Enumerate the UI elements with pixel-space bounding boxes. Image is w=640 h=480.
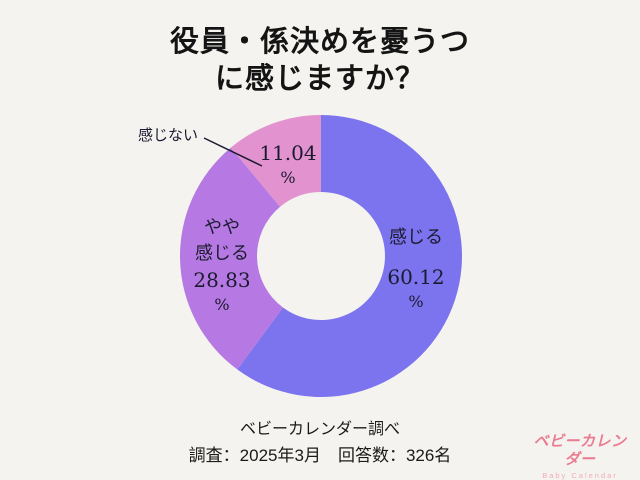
donut-segment-1 xyxy=(179,147,283,370)
leader-line-kanjinai xyxy=(203,137,263,167)
survey-info-caption: 調査：2025年3月 回答数：326名 xyxy=(188,446,452,465)
segment-unit: % xyxy=(214,295,230,314)
page-title: 役員・係決めを憂うつ に感じますか？ xyxy=(0,24,640,98)
segment-value: 60.12 xyxy=(387,265,445,289)
segment-name-line1: やや xyxy=(204,217,240,237)
donut-segment-0 xyxy=(237,115,463,397)
segment-name-line2: 感じる xyxy=(195,243,249,263)
page-title-line2: に感じますか？ xyxy=(214,63,425,95)
donut-segment-2 xyxy=(230,114,321,207)
segment-name-kanjinai: 感じない xyxy=(138,127,199,144)
segment-label-kanjiru: 感じる 60.12 % xyxy=(373,224,459,314)
segment-label-yaya-kanjiru: やや 感じる 28.83 % xyxy=(179,214,265,317)
logo-subtitle: Baby Calendar xyxy=(542,471,618,480)
segment-value: 28.83 xyxy=(193,268,251,292)
source-caption: ベビーカレンダー調べ xyxy=(239,421,400,438)
page-title-line1: 役員・係決めを憂うつ xyxy=(169,26,470,58)
logo-wordmark: ベビーカレンダー xyxy=(533,433,627,468)
segment-value: 11.04 xyxy=(259,141,317,165)
footer-captions: ベビーカレンダー調べ 調査：2025年3月 回答数：326名 xyxy=(0,418,640,469)
segment-unit: % xyxy=(280,168,296,187)
baby-calendar-logo: ベビーカレンダー Baby Calendar xyxy=(526,433,634,480)
segment-name: 感じる xyxy=(389,227,443,247)
segment-label-kanjinai: 11.04 % xyxy=(253,141,323,190)
segment-unit: % xyxy=(408,292,424,311)
